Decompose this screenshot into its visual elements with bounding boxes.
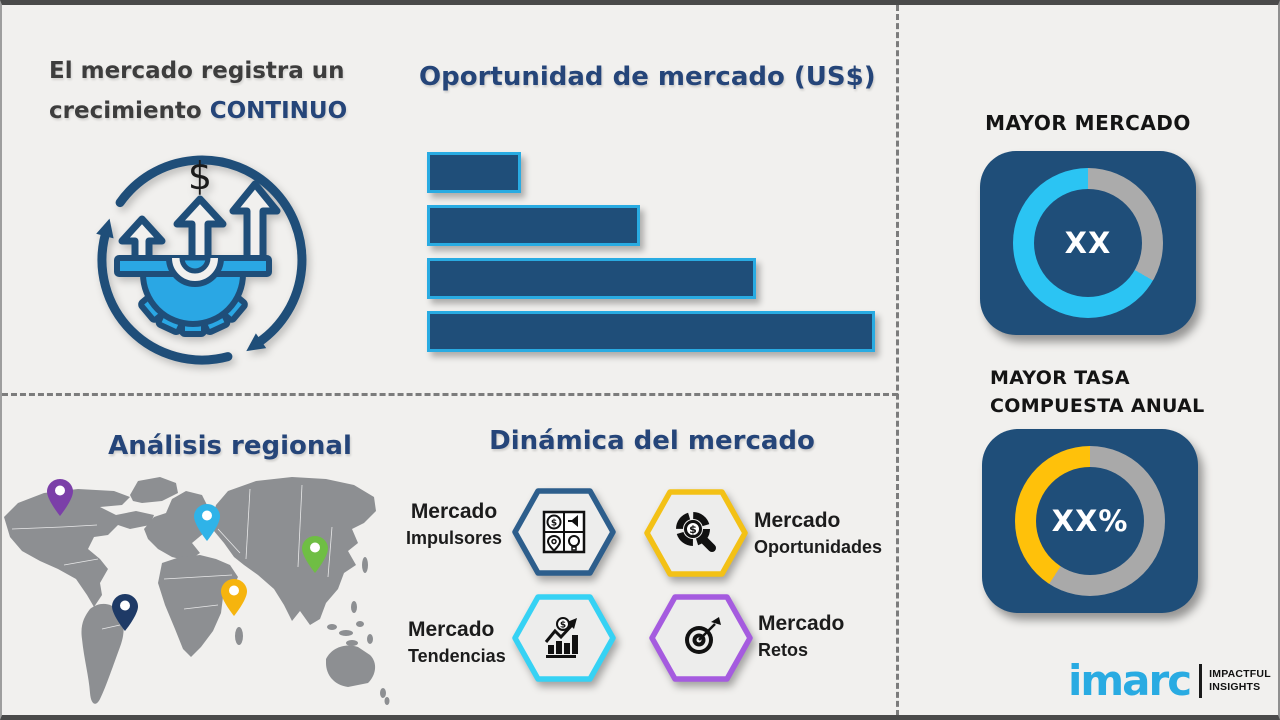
cagr-donut-hole: XX% bbox=[1036, 467, 1144, 575]
world-map bbox=[4, 477, 390, 705]
cagr-card: XX% bbox=[982, 429, 1198, 613]
regional-analysis-title: Análisis regional bbox=[108, 431, 352, 461]
growth-title-line1: El mercado registra un bbox=[49, 58, 345, 84]
largest-market-heading: MAYOR MERCADO bbox=[985, 111, 1191, 135]
europe-pin bbox=[194, 504, 220, 541]
svg-text:$: $ bbox=[551, 519, 557, 529]
north-america-pin bbox=[47, 479, 73, 516]
opportunity-chart-title: Oportunidad de mercado (US$) bbox=[419, 62, 876, 92]
challenges-label: Mercado Retos bbox=[758, 612, 845, 660]
svg-text:$: $ bbox=[689, 523, 697, 536]
middle-east-africa-pin bbox=[221, 579, 247, 616]
market-dynamics-title: Dinámica del mercado bbox=[489, 426, 815, 456]
cagr-heading-line2: COMPUESTA ANUAL bbox=[990, 395, 1205, 417]
growth-gear-arrows-icon: $ bbox=[96, 154, 307, 365]
horizontal-dashed-divider bbox=[2, 393, 898, 396]
market-challenges-hexagon bbox=[648, 593, 754, 683]
cagr-heading-line1: MAYOR TASA bbox=[990, 367, 1130, 389]
market-drivers-hexagon: $ bbox=[511, 487, 617, 577]
largest-market-value: XX bbox=[1064, 226, 1112, 260]
growth-section-title: El mercado registra un crecimiento CONTI… bbox=[49, 51, 409, 131]
logo-separator bbox=[1199, 664, 1203, 698]
growth-title-highlight: CONTINUO bbox=[209, 98, 348, 124]
opportunity-bar-2 bbox=[427, 205, 640, 246]
opportunity-bar-3 bbox=[427, 258, 757, 299]
magnifier-dollar-icon: $ bbox=[676, 512, 716, 552]
up-arrow-large bbox=[229, 180, 281, 269]
imarc-logo: imarc IMPACTFUL INSIGHTS bbox=[1068, 655, 1271, 707]
logo-tagline: IMPACTFUL INSIGHTS bbox=[1209, 668, 1271, 693]
market-opportunities-hexagon: $ bbox=[643, 488, 749, 578]
cagr-heading: MAYOR TASA COMPUESTA ANUAL bbox=[990, 364, 1205, 420]
imarc-brand-text: imarc bbox=[1068, 656, 1192, 705]
country-borders bbox=[11, 484, 333, 630]
trend-chart-icon: $ bbox=[544, 617, 578, 658]
growth-title-line2: crecimiento bbox=[49, 98, 210, 124]
puzzle-drivers-icon: $ bbox=[542, 510, 586, 554]
dollar-glyph: $ bbox=[188, 154, 212, 198]
continents bbox=[4, 477, 390, 705]
opportunity-bar-4 bbox=[427, 311, 875, 352]
target-dart-icon bbox=[685, 617, 721, 654]
east-asia-pin bbox=[302, 536, 328, 573]
map-pins bbox=[47, 479, 328, 631]
largest-market-donut-hole: XX bbox=[1034, 189, 1142, 297]
largest-market-donut: XX bbox=[1013, 168, 1163, 318]
gear-shape bbox=[114, 255, 272, 337]
opportunity-bar-1 bbox=[427, 152, 522, 193]
trends-label: Mercado Tendencias bbox=[408, 618, 506, 666]
market-trends-hexagon: $ bbox=[511, 593, 617, 683]
svg-text:$: $ bbox=[560, 621, 566, 631]
cagr-donut: XX% bbox=[1015, 446, 1165, 596]
south-america-pin bbox=[112, 594, 138, 631]
opportunities-label: Mercado Oportunidades bbox=[754, 509, 883, 557]
cagr-value: XX% bbox=[1051, 504, 1129, 538]
vertical-dashed-divider bbox=[896, 5, 899, 715]
largest-market-card: XX bbox=[980, 151, 1196, 335]
drivers-label: Mercado Impulsores bbox=[405, 500, 503, 548]
opportunity-bar-chart bbox=[427, 152, 875, 364]
